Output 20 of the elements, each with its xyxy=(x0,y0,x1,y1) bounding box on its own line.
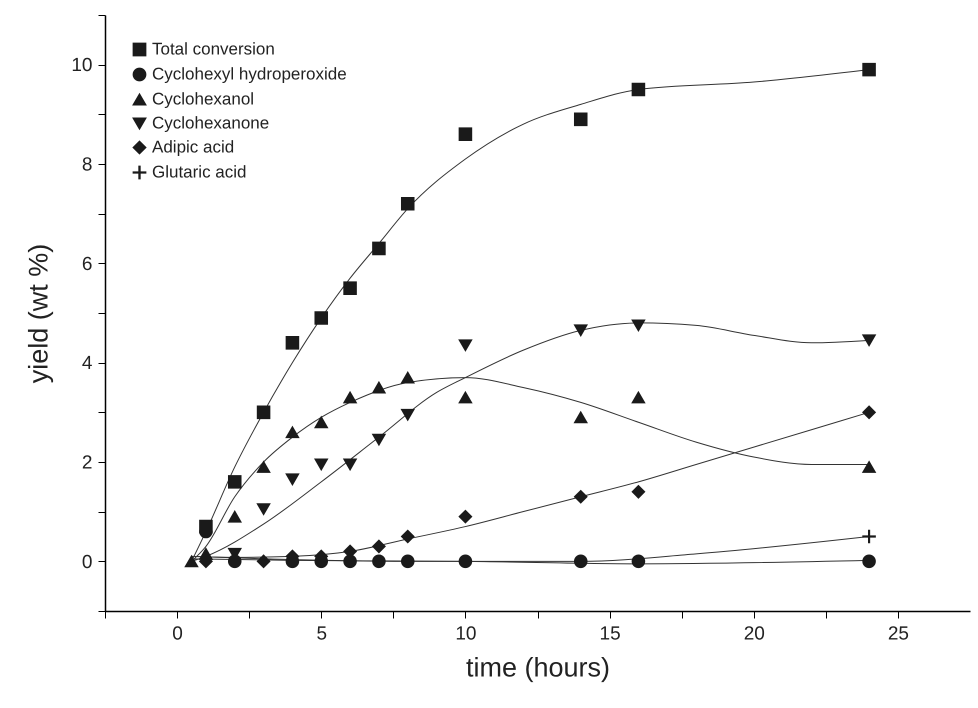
legend-label: Cyclohexyl hydroperoxide xyxy=(152,64,347,84)
x-tick-label: 15 xyxy=(600,624,621,644)
legend-label: Cyclohexanol xyxy=(152,90,254,108)
x-tick-label: 10 xyxy=(455,624,476,644)
x-tick-label: 20 xyxy=(744,624,765,644)
x-axis-title: time (hours) xyxy=(466,652,610,682)
x-tick-label: 5 xyxy=(316,624,328,644)
y-tick-label: 10 xyxy=(71,55,92,76)
legend-label: Adipic acid xyxy=(152,138,234,156)
legend-label: Glutaric acid xyxy=(152,162,246,182)
y-tick-label: 4 xyxy=(82,353,93,374)
legend-label: Total conversion xyxy=(152,40,275,58)
y-tick-label: 0 xyxy=(82,552,92,573)
x-tick-label: 0 xyxy=(172,624,183,644)
y-tick-label: 8 xyxy=(82,154,92,176)
y-tick-label: 2 xyxy=(82,452,92,474)
y-tick-label: 6 xyxy=(82,254,92,275)
x-tick-label: 25 xyxy=(888,624,909,644)
legend-label: Cyclohexanone xyxy=(152,114,270,132)
y-axis-title: yield (wt %) xyxy=(23,244,54,384)
